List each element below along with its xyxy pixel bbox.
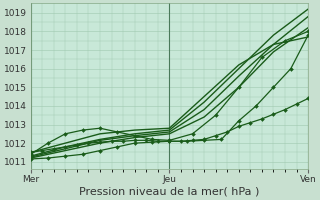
X-axis label: Pression niveau de la mer( hPa ): Pression niveau de la mer( hPa ): [79, 187, 260, 197]
